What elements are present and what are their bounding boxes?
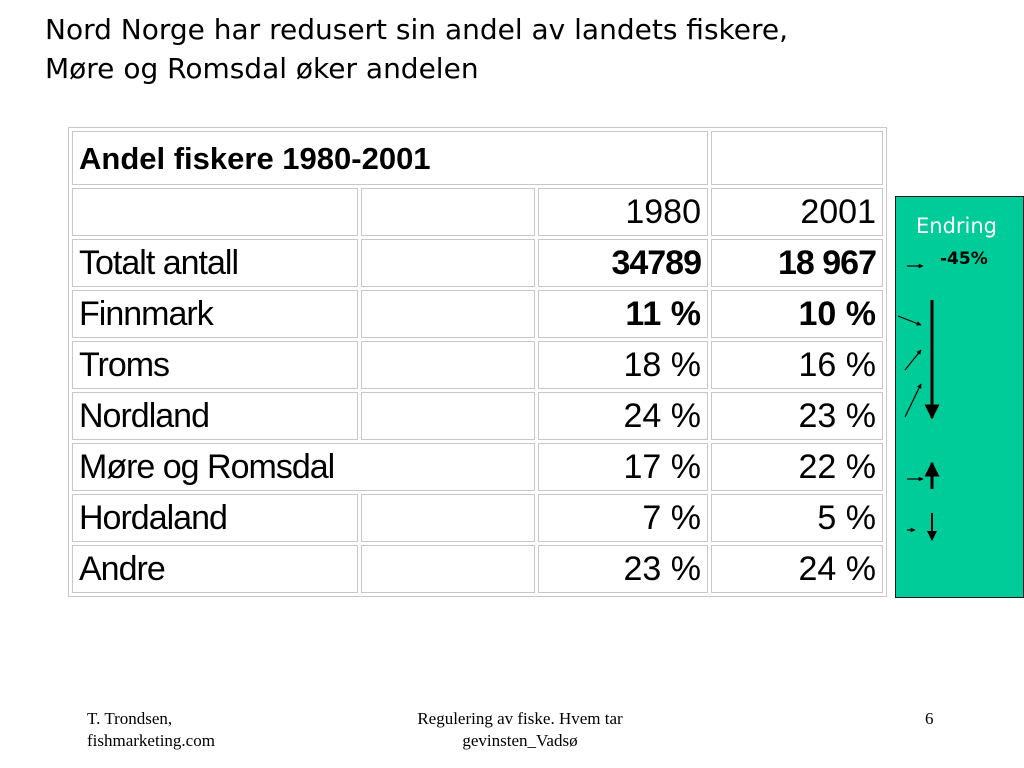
- slide-title: Nord Norge har redusert sin andel av lan…: [45, 10, 1005, 88]
- value-2001: 16 %: [711, 341, 883, 389]
- pointer-arrow-finnmark: [897, 315, 922, 326]
- fishermen-share-table: Andel fiskere 1980-2001 1980 2001 Totalt…: [68, 127, 887, 597]
- value-2001: 18 967: [711, 239, 883, 287]
- row-label: Andre: [72, 545, 358, 593]
- row-label: Finnmark: [72, 290, 358, 338]
- footer-author-line-1: T. Trondsen,: [87, 709, 173, 728]
- pointer-arrow-troms: [904, 349, 922, 371]
- table-heading-row: Andel fiskere 1980-2001: [72, 131, 883, 185]
- change-panel: Endring -45%: [895, 196, 1024, 598]
- row-label: Nordland: [72, 392, 358, 440]
- pointer-arrow-nordland: [904, 383, 922, 418]
- value-1980: 11 %: [538, 290, 708, 338]
- empty-cell: [361, 392, 535, 440]
- value-2001: 24 %: [711, 545, 883, 593]
- table-row: Troms 18 % 16 %: [72, 341, 883, 389]
- empty-cell: [361, 239, 535, 287]
- footer-center-line-2: gevinsten_Vadsø: [462, 731, 578, 750]
- value-1980: 34789: [538, 239, 708, 287]
- change-arrows: [897, 263, 940, 541]
- value-2001: 23 %: [711, 392, 883, 440]
- title-line-1: Nord Norge har redusert sin andel av lan…: [45, 13, 788, 46]
- footer-center-line-1: Regulering av fiske. Hvem tar: [417, 709, 623, 728]
- empty-cell: [72, 188, 358, 236]
- empty-cell: [361, 188, 535, 236]
- table-row: Totalt antall 34789 18 967: [72, 239, 883, 287]
- value-1980: 23 %: [538, 545, 708, 593]
- value-1980: 17 %: [538, 443, 708, 491]
- footer-author: T. Trondsen, fishmarketing.com: [87, 708, 215, 752]
- table-row: Hordaland 7 % 5 %: [72, 494, 883, 542]
- empty-cell: [361, 290, 535, 338]
- table-year-row: 1980 2001: [72, 188, 883, 236]
- row-label: Totalt antall: [72, 239, 358, 287]
- year-header-2001: 2001: [711, 188, 883, 236]
- value-2001: 10 %: [711, 290, 883, 338]
- empty-cell: [361, 545, 535, 593]
- table-row: Finnmark 11 % 10 %: [72, 290, 883, 338]
- footer-author-line-2: fishmarketing.com: [87, 731, 215, 750]
- title-line-2: Møre og Romsdal øker andelen: [45, 52, 479, 85]
- row-label: Møre og Romsdal: [72, 443, 535, 491]
- table-row: Andre 23 % 24 %: [72, 545, 883, 593]
- page-number: 6: [925, 709, 934, 728]
- table-row: Nordland 24 % 23 %: [72, 392, 883, 440]
- change-total-value: -45%: [940, 249, 988, 269]
- table-row: Møre og Romsdal 17 % 22 %: [72, 443, 883, 491]
- value-1980: 24 %: [538, 392, 708, 440]
- empty-cell: [361, 494, 535, 542]
- row-label: Hordaland: [72, 494, 358, 542]
- change-label: Endring: [916, 214, 998, 238]
- value-1980: 7 %: [538, 494, 708, 542]
- table-heading: Andel fiskere 1980-2001: [72, 131, 708, 185]
- table-heading-empty-cell: [711, 131, 883, 185]
- row-label: Troms: [72, 341, 358, 389]
- empty-cell: [361, 341, 535, 389]
- value-1980: 18 %: [538, 341, 708, 389]
- value-2001: 22 %: [711, 443, 883, 491]
- year-header-1980: 1980: [538, 188, 708, 236]
- footer-presentation-title: Regulering av fiske. Hvem tar gevinsten_…: [370, 708, 670, 752]
- value-2001: 5 %: [711, 494, 883, 542]
